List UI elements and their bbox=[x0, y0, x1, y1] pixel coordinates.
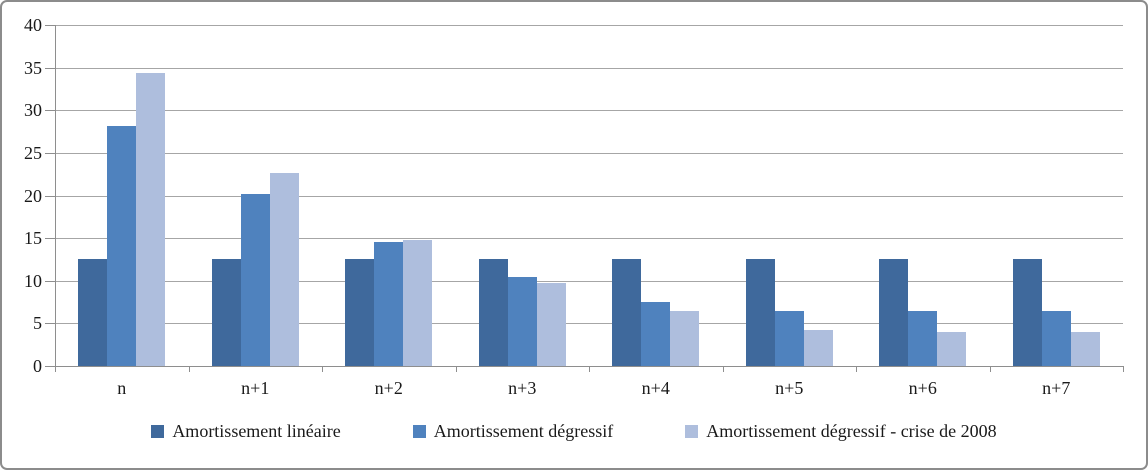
y-tick-label-25: 25 bbox=[24, 142, 42, 163]
bar-n+1-series3 bbox=[269, 173, 299, 366]
bar-n+3-series3 bbox=[536, 283, 566, 366]
y-tick-label-40: 40 bbox=[24, 15, 42, 35]
bar-n+5-series3 bbox=[803, 330, 833, 366]
x-axis-tick-4 bbox=[589, 366, 590, 372]
x-axis-tick-2 bbox=[322, 366, 323, 372]
legend-item-series1: Amortissement linéaire bbox=[151, 421, 341, 442]
bar-n+7-series2 bbox=[1041, 311, 1071, 366]
y-axis-tick-0 bbox=[45, 366, 55, 367]
gridline-5 bbox=[55, 323, 1123, 325]
gridline-25 bbox=[55, 152, 1123, 154]
y-tick-label-35: 35 bbox=[24, 57, 42, 78]
bar-n+4-series3 bbox=[670, 311, 700, 366]
gridline-20 bbox=[55, 195, 1123, 197]
legend-item-series2: Amortissement dégressif bbox=[412, 421, 614, 442]
y-tick-label-0: 0 bbox=[33, 356, 42, 376]
x-category-label-n: n bbox=[117, 378, 127, 398]
x-category-label-n+6: n+6 bbox=[908, 378, 937, 398]
bar-n-series2 bbox=[107, 126, 137, 366]
y-tick-label-30: 30 bbox=[24, 100, 42, 121]
y-axis-tick-5 bbox=[45, 323, 55, 325]
bar-n+5-series2 bbox=[774, 311, 804, 366]
legend-swatch-series2 bbox=[412, 425, 426, 438]
y-axis-tick-30 bbox=[45, 110, 55, 112]
bar-n+5-series1 bbox=[745, 259, 775, 366]
legend-swatch-series1 bbox=[151, 425, 165, 438]
x-category-label-n+7: n+7 bbox=[1042, 378, 1071, 398]
x-axis-tick-7 bbox=[989, 366, 991, 372]
legend-label-series3: Amortissement dégressif - crise de 2008 bbox=[706, 421, 997, 441]
y-axis-line bbox=[55, 25, 56, 371]
x-axis-tick-3 bbox=[455, 366, 457, 372]
x-category-label-n+1: n+1 bbox=[241, 378, 270, 398]
bar-n+3-series2 bbox=[507, 277, 537, 366]
y-axis-tick-15 bbox=[45, 238, 55, 240]
bar-n+6-series3 bbox=[937, 331, 967, 366]
bar-n-series3 bbox=[136, 72, 166, 366]
bar-n-series1 bbox=[78, 259, 108, 366]
x-category-label-n+5: n+5 bbox=[775, 378, 804, 398]
x-axis-tick-0 bbox=[55, 366, 56, 372]
bar-n+7-series3 bbox=[1070, 331, 1100, 366]
y-tick-label-20: 20 bbox=[24, 185, 42, 206]
gridline-35 bbox=[55, 67, 1123, 69]
y-tick-label-10: 10 bbox=[24, 270, 42, 291]
legend-label-series2: Amortissement dégressif bbox=[433, 421, 614, 441]
y-axis-tick-40 bbox=[45, 25, 55, 26]
bar-n+2-series2 bbox=[374, 242, 404, 366]
bar-n+4-series1 bbox=[612, 259, 642, 366]
y-axis-tick-25 bbox=[45, 152, 55, 154]
y-axis-tick-10 bbox=[45, 280, 55, 282]
y-tick-label-5: 5 bbox=[33, 313, 42, 334]
x-axis-tick-1 bbox=[188, 366, 190, 372]
y-axis-tick-20 bbox=[45, 195, 55, 197]
y-tick-label-15: 15 bbox=[24, 228, 42, 249]
bar-n+4-series2 bbox=[641, 302, 671, 366]
legend-swatch-series3 bbox=[685, 425, 699, 438]
x-category-label-n+3: n+3 bbox=[508, 378, 537, 398]
bar-n+3-series1 bbox=[478, 259, 508, 366]
x-axis-tick-5 bbox=[722, 366, 724, 372]
bar-n+6-series1 bbox=[879, 259, 909, 366]
legend-item-series3: Amortissement dégressif - crise de 2008 bbox=[685, 421, 997, 442]
legend-label-series1: Amortissement linéaire bbox=[172, 421, 341, 441]
y-axis-tick-35 bbox=[45, 67, 55, 69]
gridline-30 bbox=[55, 110, 1123, 112]
x-axis-tick-6 bbox=[856, 366, 857, 372]
bar-n+7-series1 bbox=[1012, 259, 1042, 366]
x-category-label-n+4: n+4 bbox=[641, 378, 670, 398]
gridline-10 bbox=[55, 280, 1123, 282]
bar-n+2-series3 bbox=[403, 239, 433, 366]
gridline-15 bbox=[55, 238, 1123, 240]
bar-n+1-series1 bbox=[211, 259, 241, 366]
x-category-label-n+2: n+2 bbox=[374, 378, 403, 398]
legend: Amortissement linéaire Amortissement dégr… bbox=[2, 421, 1146, 442]
bar-n+1-series2 bbox=[240, 193, 270, 366]
gridline-40 bbox=[55, 25, 1123, 26]
bar-n+2-series1 bbox=[345, 259, 375, 366]
x-axis-tick-8 bbox=[1123, 366, 1124, 372]
bar-n+6-series2 bbox=[908, 311, 938, 366]
